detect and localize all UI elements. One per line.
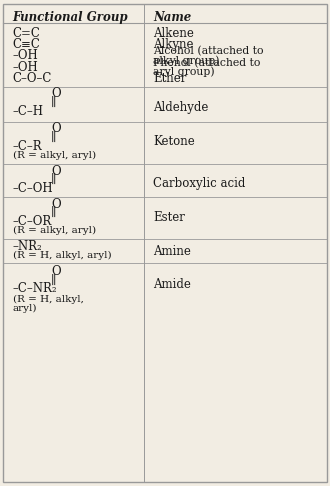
Text: Phenol (attached to: Phenol (attached to — [153, 57, 261, 68]
Text: (R = H, alkyl,: (R = H, alkyl, — [13, 295, 83, 304]
Text: C=C: C=C — [13, 27, 40, 40]
FancyBboxPatch shape — [3, 4, 327, 482]
Text: –C–NR₂: –C–NR₂ — [13, 282, 57, 295]
Text: alkyl group): alkyl group) — [153, 55, 220, 66]
Text: –C–H: –C–H — [13, 105, 44, 118]
Text: ∥: ∥ — [51, 96, 56, 109]
Text: C–O–C: C–O–C — [13, 72, 52, 85]
Text: Name: Name — [153, 11, 192, 24]
Text: Ketone: Ketone — [153, 136, 195, 148]
Text: O: O — [51, 122, 61, 135]
Text: Amide: Amide — [153, 278, 191, 291]
Text: ∥: ∥ — [51, 207, 56, 219]
Text: –C–OR: –C–OR — [13, 215, 52, 228]
Text: Amine: Amine — [153, 245, 191, 258]
Text: O: O — [51, 265, 61, 278]
Text: Alcohol (attached to: Alcohol (attached to — [153, 46, 264, 57]
Text: Alkene: Alkene — [153, 27, 194, 40]
Text: (R = alkyl, aryl): (R = alkyl, aryl) — [13, 226, 96, 235]
Text: ∥: ∥ — [51, 274, 56, 286]
Text: Carboxylic acid: Carboxylic acid — [153, 177, 246, 190]
Text: (R = alkyl, aryl): (R = alkyl, aryl) — [13, 151, 96, 160]
Text: (R = H, alkyl, aryl): (R = H, alkyl, aryl) — [13, 251, 111, 260]
Text: –OH: –OH — [13, 50, 38, 62]
Text: Ester: Ester — [153, 211, 185, 224]
Text: –OH: –OH — [13, 61, 38, 73]
Text: –NR₂: –NR₂ — [13, 240, 42, 253]
Text: Aldehyde: Aldehyde — [153, 101, 209, 114]
Text: Ether: Ether — [153, 72, 187, 85]
Text: ∥: ∥ — [51, 131, 56, 144]
Text: O: O — [51, 198, 61, 210]
Text: Alkyne: Alkyne — [153, 38, 194, 51]
Text: O: O — [51, 87, 61, 100]
Text: O: O — [51, 165, 61, 177]
Text: aryl): aryl) — [13, 304, 37, 313]
Text: Functional Group: Functional Group — [13, 11, 128, 24]
Text: aryl group): aryl group) — [153, 66, 215, 77]
Text: –C–OH: –C–OH — [13, 182, 53, 195]
Text: –C–R: –C–R — [13, 140, 42, 153]
Text: C≡C: C≡C — [13, 38, 40, 51]
Text: ∥: ∥ — [51, 174, 56, 186]
